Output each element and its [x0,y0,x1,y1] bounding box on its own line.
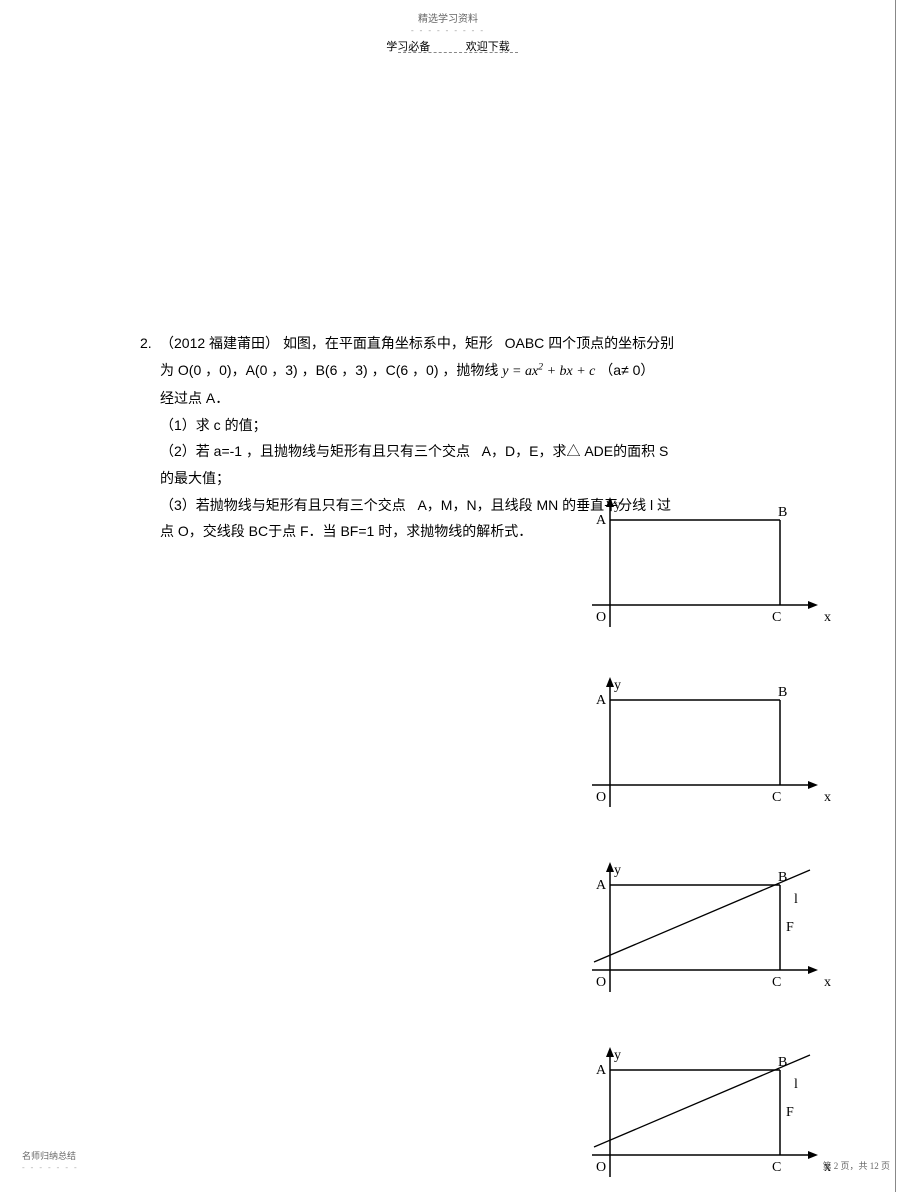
top-title-text: 精选学习资料 [418,14,478,25]
diagram-svg: yxOABClF [590,860,840,1010]
svg-text:A: A [596,878,607,893]
svg-text:C: C [772,790,781,805]
problem-q3a: （3）若抛物线与矩形有且只有三个交点 [160,497,406,513]
svg-text:y: y [614,1048,621,1063]
problem-formula: y = ax2 + bx + c [502,364,595,379]
problem-q2a: （2）若 a=-1 ，且抛物线与矩形有且只有三个交点 [160,443,470,459]
svg-text:C: C [772,610,781,625]
svg-text:F: F [786,920,794,935]
svg-text:x: x [824,790,831,805]
problem-passA: 经过点 A． [160,390,229,406]
svg-text:l: l [794,892,798,907]
svg-text:O: O [596,790,606,805]
problem-tail: （a≠ 0） [599,362,654,378]
problem-coords: 为 O(0 ，0)，A(0 ，3) ，B(6 ，3) ，C(6 ，0) ，抛物线 [160,362,498,378]
svg-text:O: O [596,1160,606,1175]
svg-text:A: A [596,693,607,708]
problem-source: （2012 福建莆田） [160,335,279,351]
problem-q2c: 的最大值； [160,470,230,486]
doc-top-title: 精选学习资料 - - - - - - - - - [0,10,896,36]
svg-text:x: x [824,975,831,990]
problem-q3d: 点 O，交线段 BC于点 F．当 BF=1 时，求抛物线的解析式． [160,523,532,539]
question-number: 2. [140,330,152,357]
problem-intro: 如图，在平面直角坐标系中，矩形 [283,335,493,351]
problem-intro2: 四个顶点的坐标分别 [548,335,674,351]
diagram-svg: y x O A B C [590,495,840,645]
sub-header-underline [398,52,518,53]
svg-text:F: F [786,1105,794,1120]
svg-text:A: A [596,1063,607,1078]
coordinate-diagram: yxOABClF [590,860,840,1010]
footer-right: 第 2 页，共 12 页 [822,1159,890,1172]
diagram-svg: yxOABClF [590,1045,840,1195]
problem-q1: （1）求 c 的值； [160,417,267,433]
svg-text:y: y [614,498,621,513]
svg-text:C: C [772,975,781,990]
problem-rect: OABC [505,335,545,351]
problem-q3b: A，M，N，且线段 [417,497,532,513]
svg-text:O: O [596,975,606,990]
footer-left-text: 名师归纳总结 [22,1151,76,1161]
footer-left: 名师归纳总结 - - - - - - - [22,1149,79,1172]
coordinate-diagram: y x O A B C [590,495,840,645]
footer-left-dots: - - - - - - - [22,1163,79,1172]
coordinate-diagram: y x O A B C [590,675,840,825]
coordinate-diagram: yxOABClF [590,1045,840,1195]
problem-q2b: A，D，E，求△ ADE的面积 S [482,443,669,459]
footer-right-text: 第 2 页，共 12 页 [822,1161,890,1171]
svg-text:A: A [596,513,607,528]
svg-text:y: y [614,678,621,693]
svg-text:l: l [794,1077,798,1092]
svg-text:C: C [772,1160,781,1175]
svg-text:y: y [614,863,621,878]
diagram-svg: y x O A B C [590,675,840,825]
svg-text:O: O [596,610,606,625]
svg-text:B: B [778,685,787,700]
top-title-dots: - - - - - - - - - [411,26,485,35]
svg-text:x: x [824,610,831,625]
svg-text:B: B [778,505,787,520]
